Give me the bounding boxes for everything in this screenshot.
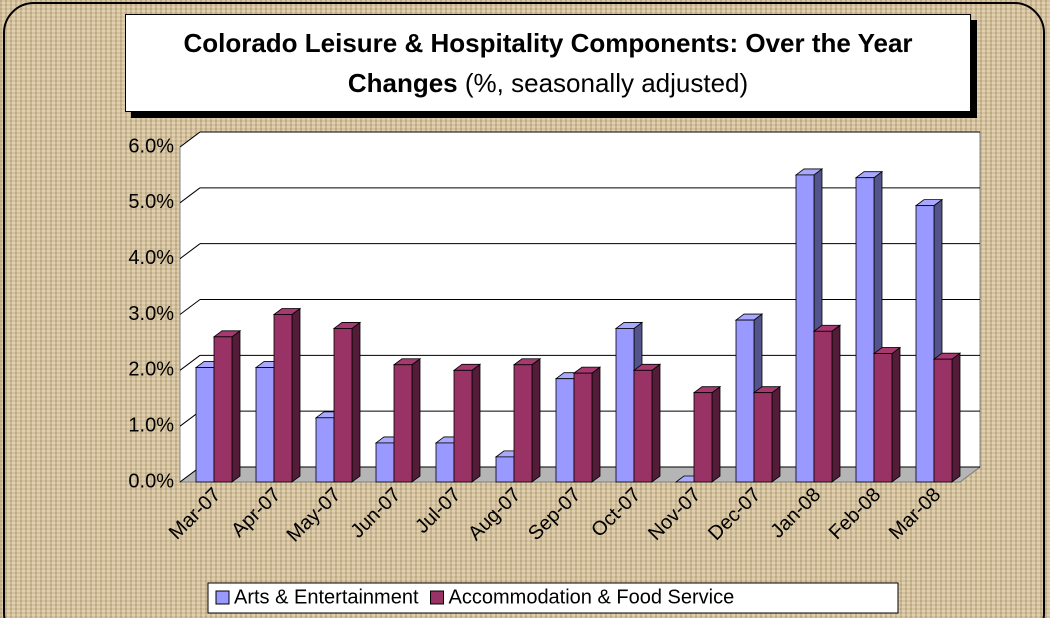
- y-tick-label: 2.0%: [128, 359, 174, 381]
- bar-side: [771, 385, 781, 483]
- bar-side: [831, 324, 841, 483]
- bar-side: [711, 385, 721, 483]
- bar-side: [891, 346, 901, 483]
- bar: [555, 378, 575, 483]
- bar: [393, 364, 413, 483]
- bar: [873, 353, 893, 483]
- grid-line-side: [179, 299, 201, 315]
- bar-side: [411, 357, 421, 483]
- x-tick-label: Jul-07: [411, 484, 465, 538]
- x-tick-label: Feb-08: [825, 484, 885, 544]
- bar: [435, 442, 455, 483]
- bar: [693, 392, 713, 483]
- bar: [273, 314, 293, 483]
- bar: [513, 364, 533, 483]
- bar: [453, 369, 473, 483]
- bar: [375, 442, 395, 483]
- bar: [573, 372, 593, 483]
- bar-side: [591, 366, 601, 483]
- bar: [195, 367, 215, 483]
- legend-swatch: [430, 590, 445, 605]
- x-tick-label: Mar-08: [885, 484, 945, 544]
- bar-side: [471, 363, 481, 483]
- bar-side: [291, 307, 301, 483]
- legend-swatch: [215, 590, 230, 605]
- bar: [915, 205, 935, 483]
- x-tick-label: Oct-07: [587, 484, 645, 542]
- x-tick-label: Apr-07: [227, 484, 285, 542]
- y-tick-label: 4.0%: [128, 247, 174, 269]
- bar-side: [531, 357, 541, 483]
- x-tick-label: Sep-07: [524, 484, 585, 545]
- bar: [633, 369, 653, 483]
- bar: [855, 177, 875, 483]
- bar-side: [951, 352, 961, 483]
- bar: [615, 328, 635, 483]
- legend: [207, 582, 899, 614]
- y-tick-label: 6.0%: [128, 135, 174, 157]
- x-tick-label: Jun-07: [346, 484, 405, 543]
- bar: [315, 417, 335, 483]
- legend-label: Arts & Entertainment: [234, 586, 419, 608]
- grid-line-side: [179, 243, 201, 260]
- y-tick-label: 0.0%: [128, 470, 174, 492]
- x-tick-label: May-07: [283, 484, 346, 547]
- bar: [753, 392, 773, 483]
- x-tick-label: Jan-08: [766, 484, 825, 543]
- y-tick-label: 5.0%: [128, 191, 174, 213]
- x-tick-label: Dec-07: [704, 484, 765, 545]
- bar-side: [231, 330, 241, 483]
- bar: [213, 336, 233, 483]
- bar: [933, 358, 953, 483]
- chart-subtitle: (%, seasonally adjusted): [464, 68, 749, 98]
- y-tick-label: 3.0%: [128, 303, 174, 325]
- x-tick-label: Aug-07: [464, 484, 525, 545]
- grid-line-side: [179, 354, 201, 371]
- bar: [333, 328, 353, 483]
- chart-border: [3, 2, 1045, 618]
- y-tick-label: 1.0%: [128, 414, 174, 436]
- bar: [735, 319, 755, 483]
- bar: [255, 367, 275, 483]
- grid-line-side: [179, 187, 201, 204]
- chart-title: Colorado Leisure & Hospitality Component…: [183, 28, 913, 98]
- bar-side: [651, 363, 661, 483]
- grid-line-side: [179, 131, 201, 148]
- bar: [813, 330, 833, 483]
- legend-label: Accommodation & Food Service: [449, 586, 735, 608]
- x-tick-label: Nov-07: [644, 484, 705, 545]
- x-tick-label: Mar-07: [165, 484, 225, 544]
- bar: [795, 174, 815, 483]
- chart-title-box: Colorado Leisure & Hospitality Component…: [125, 14, 971, 112]
- bar: [495, 456, 515, 483]
- bar-side: [351, 321, 361, 483]
